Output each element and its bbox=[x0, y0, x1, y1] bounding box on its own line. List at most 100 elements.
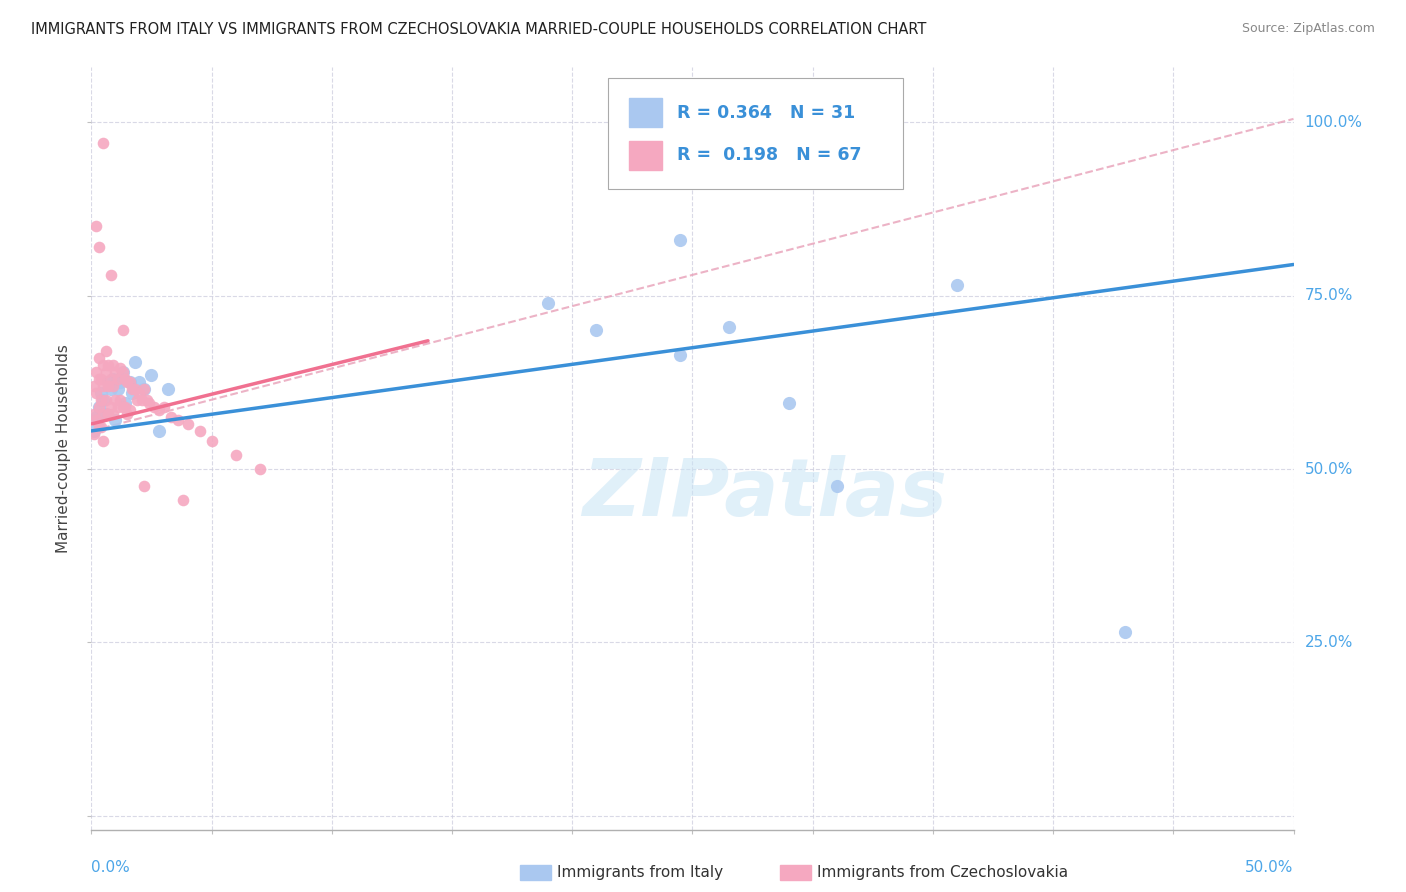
Point bbox=[93, 358, 115, 372]
Point bbox=[97, 358, 120, 372]
Point bbox=[97, 376, 120, 390]
Point bbox=[138, 396, 160, 410]
Point bbox=[111, 365, 134, 379]
Point bbox=[124, 382, 146, 396]
Point bbox=[188, 424, 211, 438]
Point bbox=[87, 351, 110, 365]
Point bbox=[84, 385, 107, 400]
Point bbox=[90, 385, 112, 400]
Text: R =  0.198   N = 67: R = 0.198 N = 67 bbox=[676, 146, 862, 164]
Point bbox=[100, 268, 122, 282]
Text: IMMIGRANTS FROM ITALY VS IMMIGRANTS FROM CZECHOSLOVAKIA MARRIED-COUPLE HOUSEHOLD: IMMIGRANTS FROM ITALY VS IMMIGRANTS FROM… bbox=[31, 22, 927, 37]
Point bbox=[225, 448, 247, 462]
Point bbox=[134, 479, 156, 493]
Point bbox=[93, 434, 115, 449]
Point bbox=[83, 424, 105, 438]
Point bbox=[94, 407, 117, 421]
Point bbox=[669, 233, 692, 247]
Point bbox=[90, 420, 112, 434]
Point bbox=[100, 382, 122, 396]
Point bbox=[107, 372, 129, 386]
Point bbox=[87, 240, 110, 254]
Point bbox=[84, 410, 107, 425]
Point bbox=[94, 365, 117, 379]
Point bbox=[110, 361, 132, 376]
Point bbox=[87, 400, 110, 414]
Point bbox=[97, 379, 120, 393]
Point bbox=[141, 368, 163, 383]
Point bbox=[101, 407, 124, 421]
Point bbox=[93, 392, 115, 407]
Point bbox=[84, 219, 107, 234]
Point bbox=[157, 382, 180, 396]
Point bbox=[100, 372, 122, 386]
Point bbox=[121, 385, 143, 400]
Point bbox=[94, 344, 117, 359]
Point bbox=[104, 392, 127, 407]
Point bbox=[585, 323, 607, 337]
Point bbox=[152, 400, 174, 414]
Point bbox=[176, 417, 198, 431]
Point bbox=[142, 400, 165, 414]
Point bbox=[1114, 624, 1136, 639]
Point bbox=[825, 479, 848, 493]
Point bbox=[114, 396, 136, 410]
Y-axis label: Married-couple Households: Married-couple Households bbox=[56, 343, 72, 553]
Point bbox=[121, 382, 143, 396]
Text: 50.0%: 50.0% bbox=[1246, 860, 1294, 875]
Point bbox=[83, 427, 105, 442]
Point bbox=[111, 323, 134, 337]
Point bbox=[135, 392, 157, 407]
Point bbox=[100, 400, 122, 414]
Bar bbox=[628, 141, 662, 169]
Point bbox=[110, 392, 132, 407]
Point bbox=[537, 295, 560, 310]
FancyBboxPatch shape bbox=[609, 78, 903, 189]
Point bbox=[101, 372, 124, 386]
Point bbox=[84, 365, 107, 379]
Point bbox=[249, 462, 271, 476]
Point bbox=[114, 372, 136, 386]
Bar bbox=[628, 98, 662, 128]
Point bbox=[87, 372, 110, 386]
Text: ZIPatlas: ZIPatlas bbox=[582, 455, 948, 533]
Point bbox=[117, 376, 139, 390]
Point bbox=[131, 392, 153, 407]
Point bbox=[93, 407, 115, 421]
Point bbox=[159, 410, 181, 425]
Point bbox=[83, 407, 105, 421]
Point bbox=[111, 365, 134, 379]
Point bbox=[134, 382, 156, 396]
Point bbox=[124, 354, 146, 368]
Point bbox=[118, 376, 141, 390]
Point bbox=[93, 136, 115, 151]
Text: Source: ZipAtlas.com: Source: ZipAtlas.com bbox=[1241, 22, 1375, 36]
Point bbox=[128, 385, 150, 400]
Text: R = 0.364   N = 31: R = 0.364 N = 31 bbox=[676, 103, 855, 121]
Point bbox=[94, 392, 117, 407]
Point bbox=[110, 376, 132, 390]
Point bbox=[101, 379, 124, 393]
Point bbox=[90, 372, 112, 386]
Point bbox=[201, 434, 224, 449]
Point bbox=[107, 382, 129, 396]
Text: 0.0%: 0.0% bbox=[91, 860, 131, 875]
Point bbox=[83, 379, 105, 393]
Point bbox=[114, 400, 136, 414]
Point bbox=[167, 413, 190, 427]
Point bbox=[148, 424, 170, 438]
Point bbox=[125, 392, 148, 407]
Point bbox=[118, 403, 141, 417]
Point bbox=[97, 407, 120, 421]
Point bbox=[148, 403, 170, 417]
Text: 25.0%: 25.0% bbox=[1305, 635, 1353, 650]
Point bbox=[128, 376, 150, 390]
Point bbox=[111, 400, 134, 414]
Text: 50.0%: 50.0% bbox=[1305, 461, 1353, 476]
Point bbox=[717, 319, 740, 334]
Text: Immigrants from Czechoslovakia: Immigrants from Czechoslovakia bbox=[817, 865, 1069, 880]
Point bbox=[104, 413, 127, 427]
Text: Immigrants from Italy: Immigrants from Italy bbox=[557, 865, 723, 880]
Point bbox=[101, 358, 124, 372]
Point bbox=[104, 365, 127, 379]
